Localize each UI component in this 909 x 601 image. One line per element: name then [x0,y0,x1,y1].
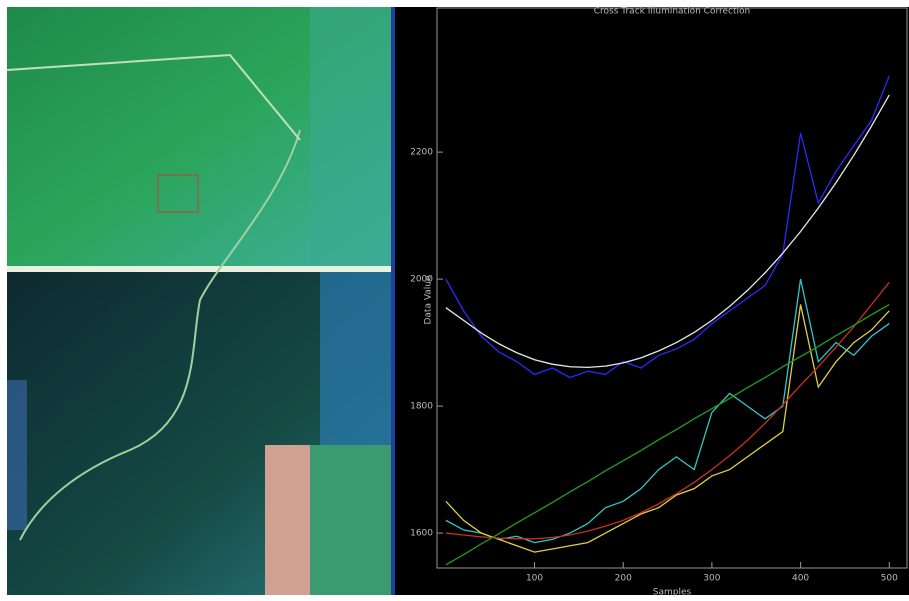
x-tick-label: 300 [703,574,720,584]
series-line [445,304,890,553]
series-line [445,75,890,379]
y-tick-label: 1800 [410,402,433,412]
y-tick-label: 2000 [410,275,433,285]
x-axis-label: Samples [653,588,692,598]
x-tick-label: 200 [615,574,632,584]
x-tick-label: 400 [792,574,809,584]
chart-title: Cross Track Illumination Correction [594,7,750,17]
x-tick-label: 100 [526,574,543,584]
aerial-image [6,7,391,595]
y-tick-label: 1600 [410,529,433,539]
y-tick-label: 2200 [410,148,433,158]
series-line [445,281,890,540]
plot-frame [436,7,908,569]
x-tick-label: 500 [881,574,898,584]
series-line [445,303,890,566]
plot-background [395,7,909,595]
series-line [445,94,890,369]
y-axis-label: Data Value [424,275,434,325]
